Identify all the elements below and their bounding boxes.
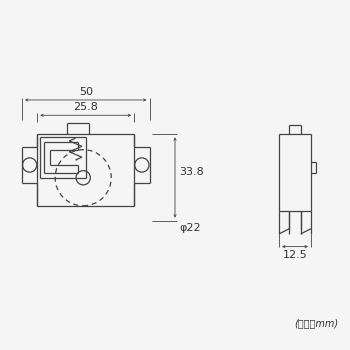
Text: φ22: φ22 [179, 223, 201, 233]
Text: 12.5: 12.5 [283, 250, 307, 260]
Text: 33.8: 33.8 [179, 167, 204, 177]
Text: 25.8: 25.8 [73, 102, 98, 112]
Text: (単位：mm): (単位：mm) [294, 318, 338, 328]
Text: 50: 50 [79, 87, 93, 97]
